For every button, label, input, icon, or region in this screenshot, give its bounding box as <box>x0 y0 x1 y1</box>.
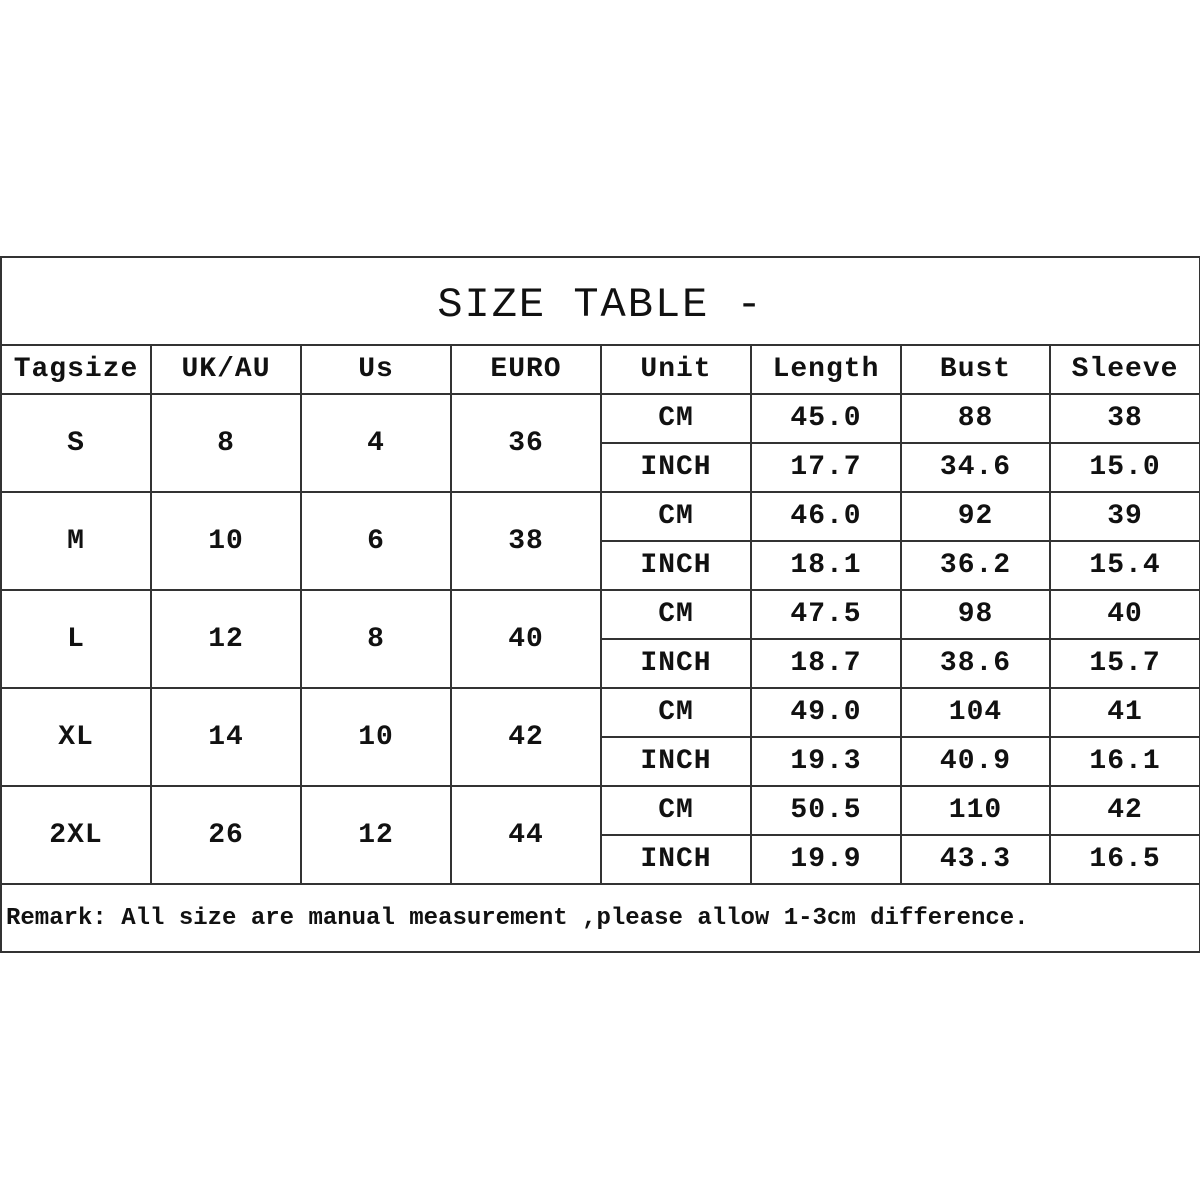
cell-length: 49.0 <box>750 687 902 738</box>
cell-us: 6 <box>300 491 452 591</box>
cell-length: 45.0 <box>750 393 902 444</box>
cell-euro: 38 <box>450 491 602 591</box>
cell-sleeve: 42 <box>1048 785 1200 836</box>
cell-ukau: 8 <box>150 393 302 493</box>
cell-length: 19.3 <box>750 736 902 787</box>
cell-length: 47.5 <box>750 589 902 640</box>
header-tagsize: Tagsize <box>0 344 152 395</box>
cell-unit: INCH <box>600 736 752 787</box>
header-us: Us <box>300 344 452 395</box>
cell-tagsize: XL <box>0 687 152 787</box>
cell-length: 17.7 <box>750 442 902 493</box>
cell-bust: 38.6 <box>900 638 1051 689</box>
cell-unit: CM <box>600 589 752 640</box>
cell-unit: INCH <box>600 540 752 591</box>
cell-sleeve: 16.5 <box>1048 834 1200 885</box>
header-length: Length <box>750 344 902 395</box>
header-sleeve: Sleeve <box>1048 344 1200 395</box>
cell-unit: INCH <box>600 638 752 689</box>
cell-sleeve: 15.0 <box>1048 442 1200 493</box>
cell-tagsize: S <box>0 393 152 493</box>
header-euro: EURO <box>450 344 602 395</box>
header-bust: Bust <box>900 344 1051 395</box>
cell-tagsize: M <box>0 491 152 591</box>
cell-us: 8 <box>300 589 452 689</box>
cell-unit: INCH <box>600 442 752 493</box>
cell-euro: 36 <box>450 393 602 493</box>
cell-bust: 36.2 <box>900 540 1051 591</box>
cell-length: 18.7 <box>750 638 902 689</box>
cell-bust: 43.3 <box>900 834 1051 885</box>
cell-unit: CM <box>600 687 752 738</box>
remark-text: Remark: All size are manual measurement … <box>0 883 1200 953</box>
table-row: INCH 17.7 34.6 15.0 <box>1 442 1200 493</box>
table-row: INCH 19.9 43.3 16.5 <box>1 834 1200 885</box>
cell-unit: CM <box>600 491 752 542</box>
table-row: INCH 19.3 40.9 16.1 <box>1 736 1200 787</box>
header-uk-au: UK/AU <box>150 344 302 395</box>
cell-length: 19.9 <box>750 834 902 885</box>
cell-sleeve: 40 <box>1048 589 1200 640</box>
cell-tagsize: L <box>0 589 152 689</box>
cell-us: 12 <box>300 785 452 885</box>
table-title: SIZE TABLE - <box>0 256 1200 346</box>
table-row: M 10 6 38 CM 46.0 92 39 <box>0 491 1200 591</box>
cell-bust: 92 <box>900 491 1051 542</box>
cell-bust: 110 <box>900 785 1051 836</box>
table-row: S 8 4 36 CM 45.0 88 38 <box>0 393 1200 493</box>
cell-length: 46.0 <box>750 491 902 542</box>
cell-ukau: 14 <box>150 687 302 787</box>
cell-us: 10 <box>300 687 452 787</box>
cell-sleeve: 39 <box>1048 491 1200 542</box>
cell-bust: 88 <box>900 393 1051 444</box>
table-row: INCH 18.7 38.6 15.7 <box>1 638 1200 689</box>
cell-bust: 104 <box>900 687 1051 738</box>
cell-bust: 98 <box>900 589 1051 640</box>
cell-euro: 44 <box>450 785 602 885</box>
cell-bust: 40.9 <box>900 736 1051 787</box>
cell-euro: 42 <box>450 687 602 787</box>
cell-sleeve: 38 <box>1048 393 1200 444</box>
size-table-container: SIZE TABLE - Tagsize UK/AU Us EURO Unit Lengt… <box>0 256 1200 953</box>
cell-unit: CM <box>600 785 752 836</box>
table-row: INCH 18.1 36.2 15.4 <box>1 540 1200 591</box>
cell-length: 50.5 <box>750 785 902 836</box>
cell-euro: 40 <box>450 589 602 689</box>
cell-sleeve: 16.1 <box>1048 736 1200 787</box>
cell-tagsize: 2XL <box>0 785 152 885</box>
cell-ukau: 12 <box>150 589 302 689</box>
size-table: SIZE TABLE - Tagsize UK/AU Us EURO Unit Lengt… <box>0 256 1200 953</box>
cell-sleeve: 15.7 <box>1048 638 1200 689</box>
header-row: Tagsize UK/AU Us EURO Unit Length Bust Sleeve <box>0 344 1200 395</box>
cell-us: 4 <box>300 393 452 493</box>
cell-sleeve: 41 <box>1048 687 1200 738</box>
cell-ukau: 26 <box>150 785 302 885</box>
cell-bust: 34.6 <box>900 442 1051 493</box>
table-row: XL 14 10 42 CM 49.0 104 41 <box>0 687 1200 787</box>
cell-ukau: 10 <box>150 491 302 591</box>
cell-unit: INCH <box>600 834 752 885</box>
cell-length: 18.1 <box>750 540 902 591</box>
cell-sleeve: 15.4 <box>1048 540 1200 591</box>
table-row: L 12 8 40 CM 47.5 98 40 <box>0 589 1200 689</box>
cell-unit: CM <box>600 393 752 444</box>
header-unit: Unit <box>600 344 752 395</box>
table-row: 2XL 26 12 44 CM 50.5 110 42 <box>0 785 1200 885</box>
